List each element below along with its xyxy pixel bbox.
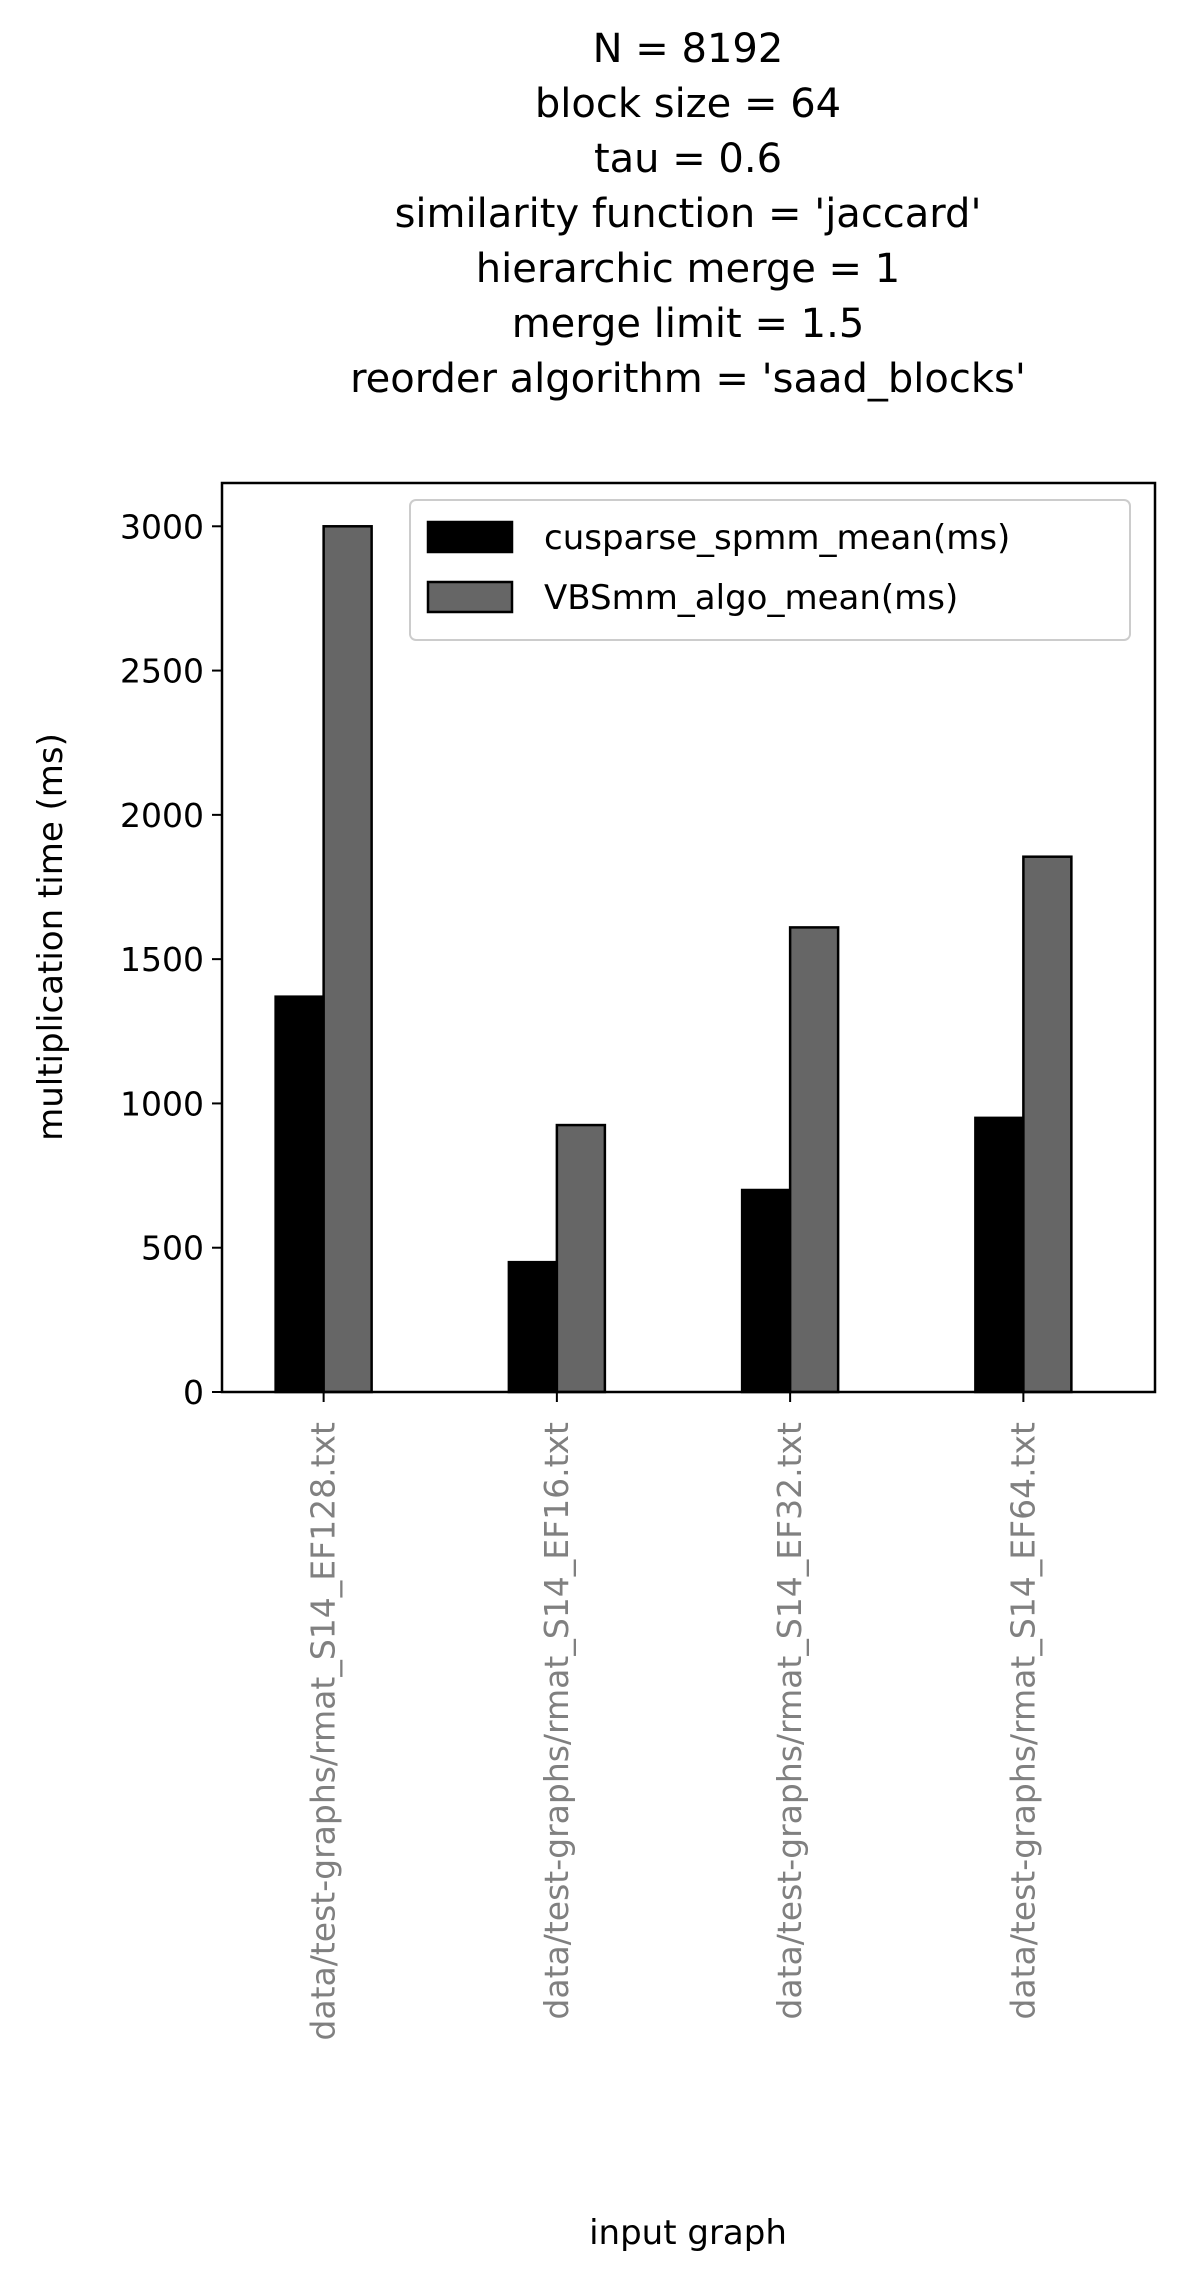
bars [274,525,1073,1394]
y-tick-label: 0 [183,1373,204,1412]
title-line: similarity function = 'jaccard' [395,191,982,237]
y-axis: 0 500 1000 1500 2000 2500 3000 [120,507,222,1412]
bar-vbsmm-0 [322,525,373,1394]
title-line: N = 8192 [593,26,784,72]
title-line: hierarchic merge = 1 [476,246,900,292]
bar-vbsmm-2 [788,926,840,1394]
y-tick-label: 3000 [120,507,204,546]
bar-cusparse-3 [974,1116,1025,1394]
title-line: merge limit = 1.5 [512,301,865,347]
title-line: tau = 0.6 [594,136,782,182]
legend-swatch [426,520,514,554]
x-axis: data/test-graphs/rmat_S14_EF128.txt data/… [304,1392,1042,2041]
x-tick-label: data/test-graphs/rmat_S14_EF64.txt [1003,1422,1042,2020]
y-tick-label: 2500 [120,652,204,691]
legend-label: VBSmm_algo_mean(ms) [544,578,958,618]
x-tick-label: data/test-graphs/rmat_S14_EF128.txt [304,1422,343,2041]
bar-vbsmm-1 [555,1123,607,1394]
bar-vbsmm-3 [1022,855,1073,1394]
y-tick-label: 2000 [120,796,204,835]
bar-cusparse-2 [740,1188,792,1394]
legend: cusparse_spmm_mean(ms) VBSmm_algo_mean(ms… [409,499,1131,641]
title-line: reorder algorithm = 'saad_blocks' [350,356,1026,402]
y-tick-label: 1500 [120,940,204,979]
y-tick-label: 1000 [120,1084,204,1123]
plot-area-frame [220,481,1157,1394]
bar-cusparse-1 [507,1260,559,1394]
y-tick-label: 500 [141,1229,204,1268]
x-tick-label: data/test-graphs/rmat_S14_EF16.txt [537,1422,576,2020]
legend-label: cusparse_spmm_mean(ms) [544,518,1010,558]
bar-cusparse-0 [274,995,325,1394]
y-axis-label: multiplication time (ms) [31,733,71,1141]
title-line: block size = 64 [535,81,841,127]
chart-title: N = 8192 block size = 64 tau = 0.6 similari… [350,26,1026,402]
x-tick-label: data/test-graphs/rmat_S14_EF32.txt [770,1422,809,2020]
x-axis-label: input graph [589,2213,787,2253]
legend-swatch [426,580,514,614]
legend-box [409,499,1131,641]
